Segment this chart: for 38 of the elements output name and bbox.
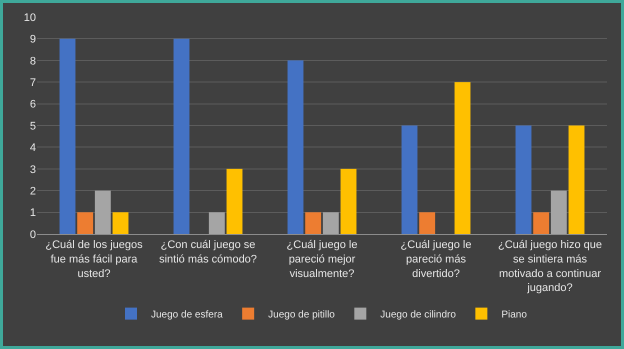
bar <box>112 212 128 234</box>
bar <box>305 212 322 234</box>
y-tick-label: 2 <box>30 185 36 198</box>
bar <box>226 168 242 234</box>
bar <box>340 168 356 234</box>
bar <box>322 212 339 234</box>
bar <box>550 190 567 234</box>
x-tick-label: ¿Cuál de los juegos fue más fácil para usted? <box>45 239 144 280</box>
y-tick-label: 8 <box>30 55 36 68</box>
bar <box>568 126 584 234</box>
bar <box>516 126 532 234</box>
y-tick-label: 0 <box>30 228 36 241</box>
legend-label: Piano <box>501 310 528 320</box>
bar <box>208 212 225 234</box>
x-tick-label: ¿Cuál juego le pareció mejor visualmente? <box>286 239 358 280</box>
bar <box>402 126 418 234</box>
bar <box>60 38 76 234</box>
bar <box>533 212 550 234</box>
y-tick-label: 9 <box>30 34 36 46</box>
legend-label: Juego de cilindro <box>380 310 456 320</box>
y-tick-label: 5 <box>30 120 36 132</box>
legend-label: Juego de pitillo <box>268 310 336 320</box>
y-tick-label: 7 <box>30 76 36 89</box>
bar <box>419 212 436 234</box>
bar <box>454 82 470 234</box>
x-tick-label: ¿Cuál juego hizo que se sintiera más motivado a continuar jugando? <box>498 239 602 294</box>
bar <box>288 60 304 234</box>
y-tick-label: 1 <box>30 207 36 220</box>
x-tick-label: ¿Cuál juego le pareció más divertido? <box>400 239 472 280</box>
y-tick-label: 4 <box>30 142 36 154</box>
y-tick-label: 6 <box>30 98 36 111</box>
y-tick-label: 3 <box>30 164 36 176</box>
bar <box>174 38 190 234</box>
legend-label: Juego de esfera <box>151 310 224 320</box>
bar <box>94 190 111 234</box>
x-tick-label: ¿Con cuál juego se sintió más cómodo? <box>159 239 257 266</box>
y-tick-label: 10 <box>24 12 36 24</box>
bar <box>77 212 94 234</box>
